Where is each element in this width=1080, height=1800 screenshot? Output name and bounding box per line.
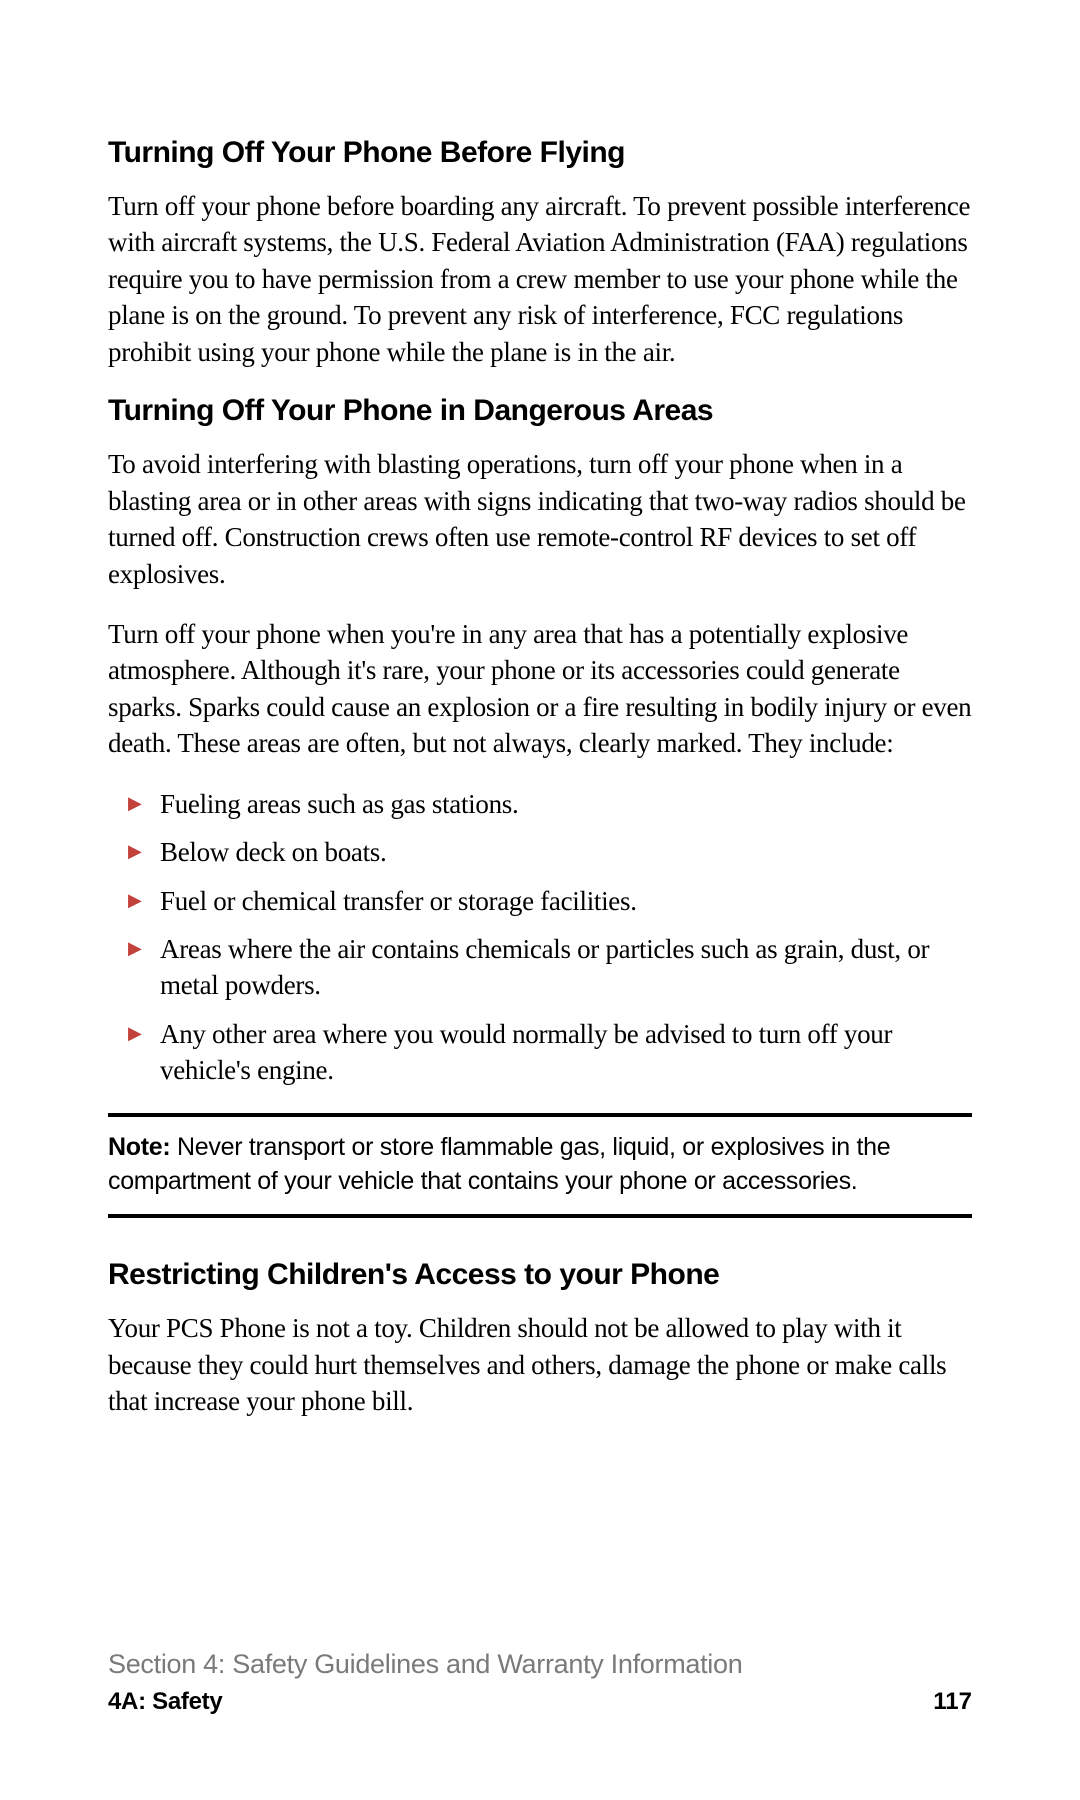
section-heading: Turning Off Your Phone in Dangerous Area… bbox=[108, 394, 972, 428]
note-box: Note: Never transport or store flammable… bbox=[108, 1113, 972, 1219]
body-paragraph: Turn off your phone before boarding any … bbox=[108, 188, 972, 370]
section-heading: Restricting Children's Access to your Ph… bbox=[108, 1258, 972, 1292]
bullet-list: Fueling areas such as gas stations. Belo… bbox=[108, 786, 972, 1089]
section-heading: Turning Off Your Phone Before Flying bbox=[108, 136, 972, 170]
note-label: Note: bbox=[108, 1133, 170, 1161]
section-flying: Turning Off Your Phone Before Flying Tur… bbox=[108, 136, 972, 370]
list-item: Any other area where you would normally … bbox=[108, 1016, 972, 1089]
page-footer: Section 4: Safety Guidelines and Warrant… bbox=[108, 1649, 972, 1716]
section-dangerous-areas: Turning Off Your Phone in Dangerous Area… bbox=[108, 394, 972, 1089]
note-body: Never transport or store flammable gas, … bbox=[108, 1133, 890, 1195]
note-text: Note: Never transport or store flammable… bbox=[108, 1131, 972, 1199]
footer-subsection: 4A: Safety bbox=[108, 1688, 222, 1716]
footer-page-number: 117 bbox=[933, 1688, 972, 1716]
body-paragraph: To avoid interfering with blasting opera… bbox=[108, 446, 972, 592]
body-paragraph: Your PCS Phone is not a toy. Children sh… bbox=[108, 1310, 972, 1419]
footer-row: 4A: Safety 117 bbox=[108, 1688, 972, 1716]
footer-section-title: Section 4: Safety Guidelines and Warrant… bbox=[108, 1649, 972, 1680]
body-paragraph: Turn off your phone when you're in any a… bbox=[108, 616, 972, 762]
section-children-access: Restricting Children's Access to your Ph… bbox=[108, 1258, 972, 1419]
list-item: Fuel or chemical transfer or storage fac… bbox=[108, 883, 972, 919]
list-item: Fueling areas such as gas stations. bbox=[108, 786, 972, 822]
list-item: Areas where the air contains chemicals o… bbox=[108, 931, 972, 1004]
list-item: Below deck on boats. bbox=[108, 834, 972, 870]
